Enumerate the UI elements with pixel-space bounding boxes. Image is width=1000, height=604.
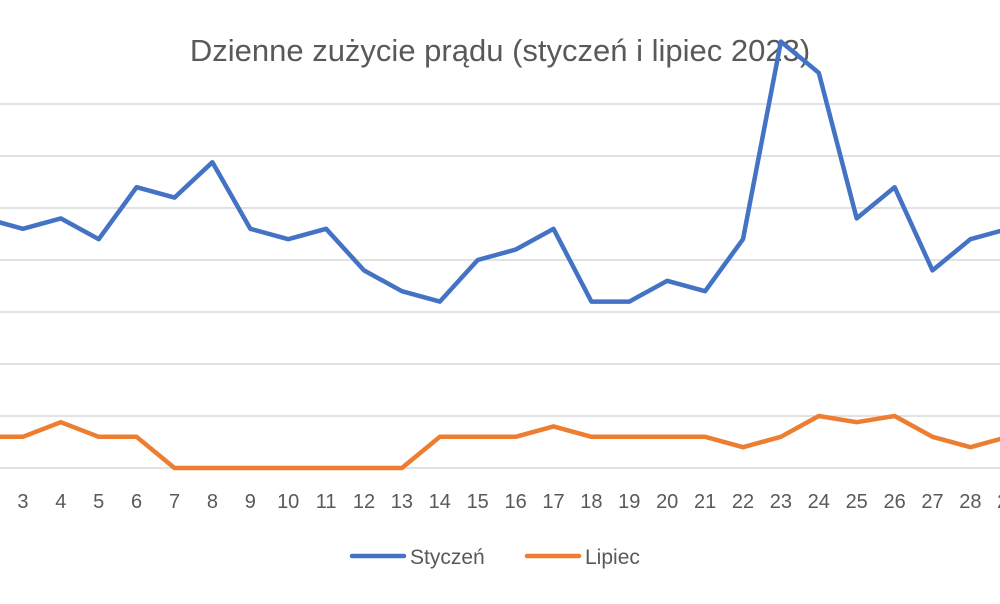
x-tick-label: 26 [883, 491, 905, 513]
x-tick-label: 10 [277, 491, 299, 513]
x-tick-label: 5 [93, 491, 104, 513]
series-line-styczen [0, 39, 1000, 304]
x-tick-label: 15 [467, 491, 489, 513]
legend-label: Styczeń [410, 546, 485, 569]
gridlines [0, 103, 1000, 469]
x-tick-label: 25 [846, 491, 868, 513]
x-tick-label: 12 [353, 491, 375, 513]
x-tick-label: 20 [656, 491, 678, 513]
x-tick-label: 7 [169, 491, 180, 513]
x-tick-label: 17 [542, 491, 564, 513]
x-axis-ticks: 2345678910111213141516171819202122232425… [17, 491, 1000, 513]
x-tick-label: 8 [207, 491, 218, 513]
x-tick-label: 13 [391, 491, 413, 513]
series-line-lipiec [0, 413, 1000, 471]
series-lines [0, 39, 1000, 471]
x-tick-label: 27 [921, 491, 943, 513]
x-tick-label: 24 [808, 491, 830, 513]
x-tick-label: 4 [55, 491, 66, 513]
x-tick-label: 18 [580, 491, 602, 513]
legend: Styczeń Lipiec [349, 546, 640, 569]
x-tick-label: 29 [997, 491, 1000, 513]
x-tick-label: 3 [17, 491, 28, 513]
x-tick-label: 22 [732, 491, 754, 513]
x-tick-label: 11 [316, 491, 337, 513]
x-tick-label: 28 [959, 491, 981, 513]
x-tick-label: 21 [694, 491, 716, 513]
chart-title: Dzienne zużycie prądu (styczeń i lipiec … [190, 33, 810, 68]
x-tick-label: 23 [770, 491, 792, 513]
x-tick-label: 9 [245, 491, 256, 513]
x-tick-label: 19 [618, 491, 640, 513]
x-tick-label: 6 [131, 491, 142, 513]
x-tick-label: 14 [429, 491, 451, 513]
legend-label: Lipiec [585, 546, 640, 569]
x-tick-label: 16 [504, 491, 526, 513]
